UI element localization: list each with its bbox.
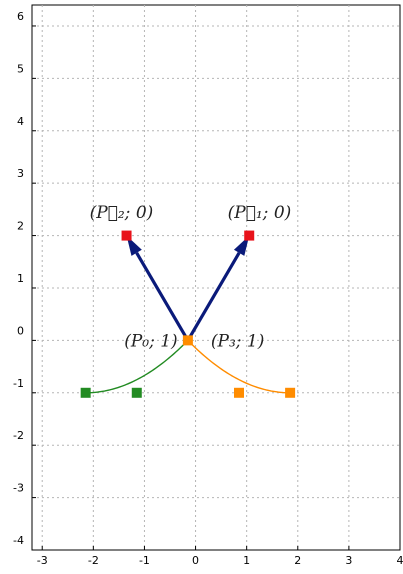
y-tick-label: -3 [13, 482, 24, 495]
y-tick-label: 5 [17, 62, 24, 75]
point-label: (P₀; 1) [124, 331, 177, 351]
tangent-arrow-shaft [135, 252, 190, 342]
control-point [80, 387, 91, 398]
tangent-arrow-head [126, 235, 142, 256]
plot-area [31, 4, 401, 551]
tangent-arrow-shaft [186, 252, 241, 342]
y-tick-label: 3 [17, 167, 24, 180]
control-point [121, 230, 132, 241]
x-tick-label: 0 [192, 554, 199, 567]
y-tick-label: -2 [13, 429, 24, 442]
x-tick-label: -2 [88, 554, 99, 567]
y-tick-label: 4 [17, 115, 24, 128]
y-tick-label: 1 [17, 272, 24, 285]
point-label: (P₃; 1) [211, 331, 264, 351]
control-point [131, 387, 142, 398]
x-tick-label: -3 [37, 554, 48, 567]
y-tick-label: 2 [17, 220, 24, 233]
control-points [80, 230, 296, 398]
tangent-arrow-head [233, 235, 250, 256]
curves [85, 339, 291, 394]
y-tick-label: 0 [17, 324, 24, 337]
left-curve [85, 339, 189, 394]
y-tick-label: 6 [17, 10, 24, 23]
control-point [285, 387, 296, 398]
point-label: (P⃗₁; 0) [228, 203, 292, 223]
x-tick-label: 1 [243, 554, 250, 567]
right-curve [187, 339, 291, 394]
x-tick-label: -1 [139, 554, 150, 567]
point-labels: (P₀; 1) (P₃; 1) (P⃗₂; 0) (P⃗₁; 0) [90, 203, 292, 351]
grid-lines [32, 5, 400, 550]
control-point [182, 335, 193, 346]
point-label: (P⃗₂; 0) [90, 203, 154, 223]
y-tick-label: -4 [13, 534, 24, 547]
tangent-arrows [126, 235, 250, 342]
axis-ticks: -3 -2 -1 0 1 2 3 4 -4 -3 -2 -1 0 1 2 3 4 5 6 [13, 10, 403, 567]
control-point [234, 387, 244, 398]
x-tick-label: 2 [294, 554, 301, 567]
y-tick-label: -1 [13, 377, 24, 390]
x-tick-label: 3 [345, 554, 352, 567]
x-tick-label: 4 [397, 554, 403, 567]
control-point [244, 230, 255, 241]
